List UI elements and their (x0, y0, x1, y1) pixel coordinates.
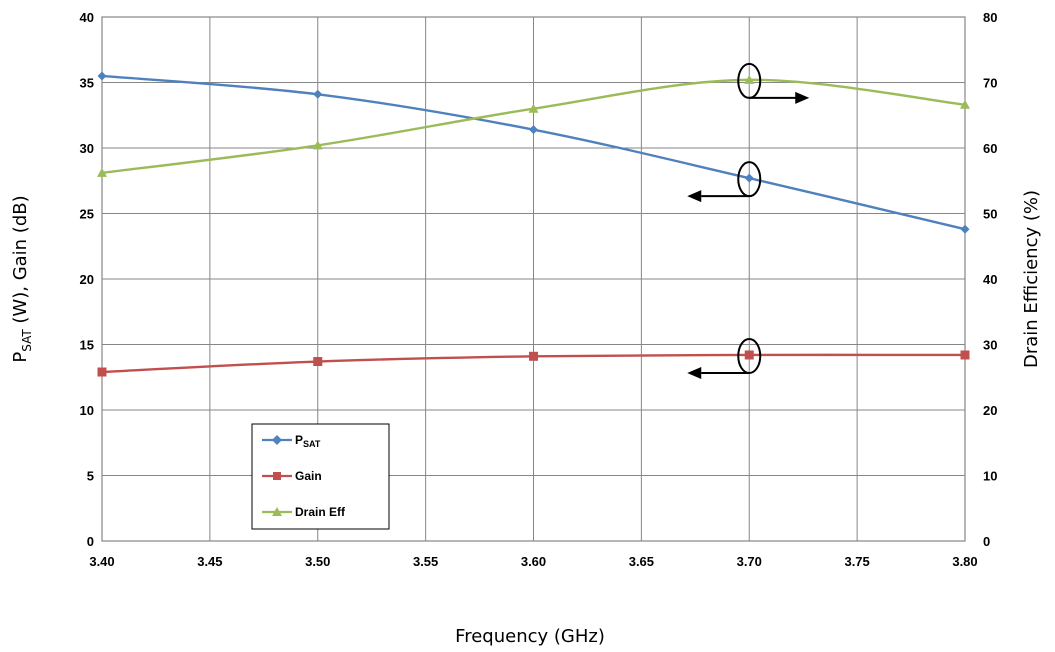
right-axis-title: Drain Efficiency (%) (1021, 190, 1042, 368)
left-tick-label: 20 (80, 272, 94, 287)
x-axis-ticks: 3.40 3.45 3.50 3.55 3.60 3.65 3.70 3.75 3.80 (89, 554, 977, 569)
legend-label-drain-eff: Drain Eff (295, 505, 346, 519)
right-tick-label: 50 (983, 207, 997, 222)
x-tick-label: 3.75 (844, 554, 869, 569)
data-point-gain (529, 351, 538, 361)
legend-entry-psat: PSAT (262, 433, 321, 449)
legend-entry-gain: Gain (262, 469, 322, 483)
left-tick-label: 40 (80, 10, 94, 25)
plot-area (101, 16, 966, 542)
left-axis-title: PSAT (W), Gain (dB) (10, 195, 34, 362)
left-tick-label: 0 (87, 534, 94, 549)
right-tick-label: 70 (983, 76, 997, 91)
right-tick-label: 20 (983, 403, 997, 418)
right-tick-label: 60 (983, 141, 997, 156)
legend-entry-drain-eff: Drain Eff (262, 505, 346, 519)
left-axis-title-main: P (10, 352, 31, 363)
data-point-p (529, 125, 538, 135)
right-tick-label: 0 (983, 534, 990, 549)
data-point-drain-eff (528, 103, 539, 113)
left-tick-label: 15 (80, 338, 94, 353)
right-tick-label: 30 (983, 338, 997, 353)
x-tick-label: 3.70 (737, 554, 762, 569)
data-point-gain (960, 350, 970, 360)
x-tick-label: 3.45 (197, 554, 222, 569)
x-tick-label: 3.55 (413, 554, 438, 569)
x-tick-label: 3.60 (521, 554, 546, 569)
left-tick-label: 25 (80, 207, 94, 222)
data-point-gain (744, 350, 754, 360)
series-group (97, 71, 970, 377)
left-tick-label: 35 (80, 76, 94, 91)
legend-marker-gain (273, 472, 281, 480)
left-tick-label: 30 (80, 141, 94, 156)
data-point-gain (97, 367, 107, 377)
arrow-left-icon (687, 190, 702, 203)
x-tick-label: 3.80 (952, 554, 977, 569)
arrow-right-icon (795, 91, 810, 104)
data-point-gain (313, 357, 323, 367)
left-tick-label: 10 (80, 403, 94, 418)
data-point-drain-eff (960, 99, 970, 109)
x-axis-title: Frequency (GHz) (455, 626, 605, 647)
right-tick-label: 80 (983, 10, 997, 25)
x-tick-label: 3.65 (629, 554, 654, 569)
right-axis-ticks: 0 10 20 30 40 50 60 70 80 (983, 10, 997, 549)
left-axis-ticks: 0 5 10 15 20 25 30 35 40 (80, 10, 94, 549)
grid (102, 17, 965, 541)
x-tick-label: 3.40 (89, 554, 114, 569)
legend: PSAT Gain Drain Eff (251, 423, 390, 530)
data-point-p (960, 224, 970, 234)
x-tick-label: 3.50 (305, 554, 330, 569)
annotations (687, 62, 810, 379)
data-point-p (313, 89, 323, 99)
left-tick-label: 5 (87, 469, 94, 484)
data-point-p (744, 173, 754, 183)
legend-label-gain: Gain (295, 469, 322, 483)
legend-marker-psat (272, 435, 282, 445)
right-tick-label: 40 (983, 272, 997, 287)
left-axis-title-rest: (W), Gain (dB) (10, 195, 31, 329)
data-point-drain-eff (744, 74, 755, 84)
legend-label-psat: PSAT (295, 433, 321, 449)
arrow-left-icon (687, 366, 702, 379)
data-point-drain-eff (97, 167, 107, 177)
data-point-p (97, 71, 107, 81)
left-axis-title-sub: SAT (20, 329, 34, 352)
right-tick-label: 10 (983, 469, 997, 484)
legend-marker-drain-eff (272, 507, 282, 516)
data-point-drain-eff (312, 140, 323, 150)
